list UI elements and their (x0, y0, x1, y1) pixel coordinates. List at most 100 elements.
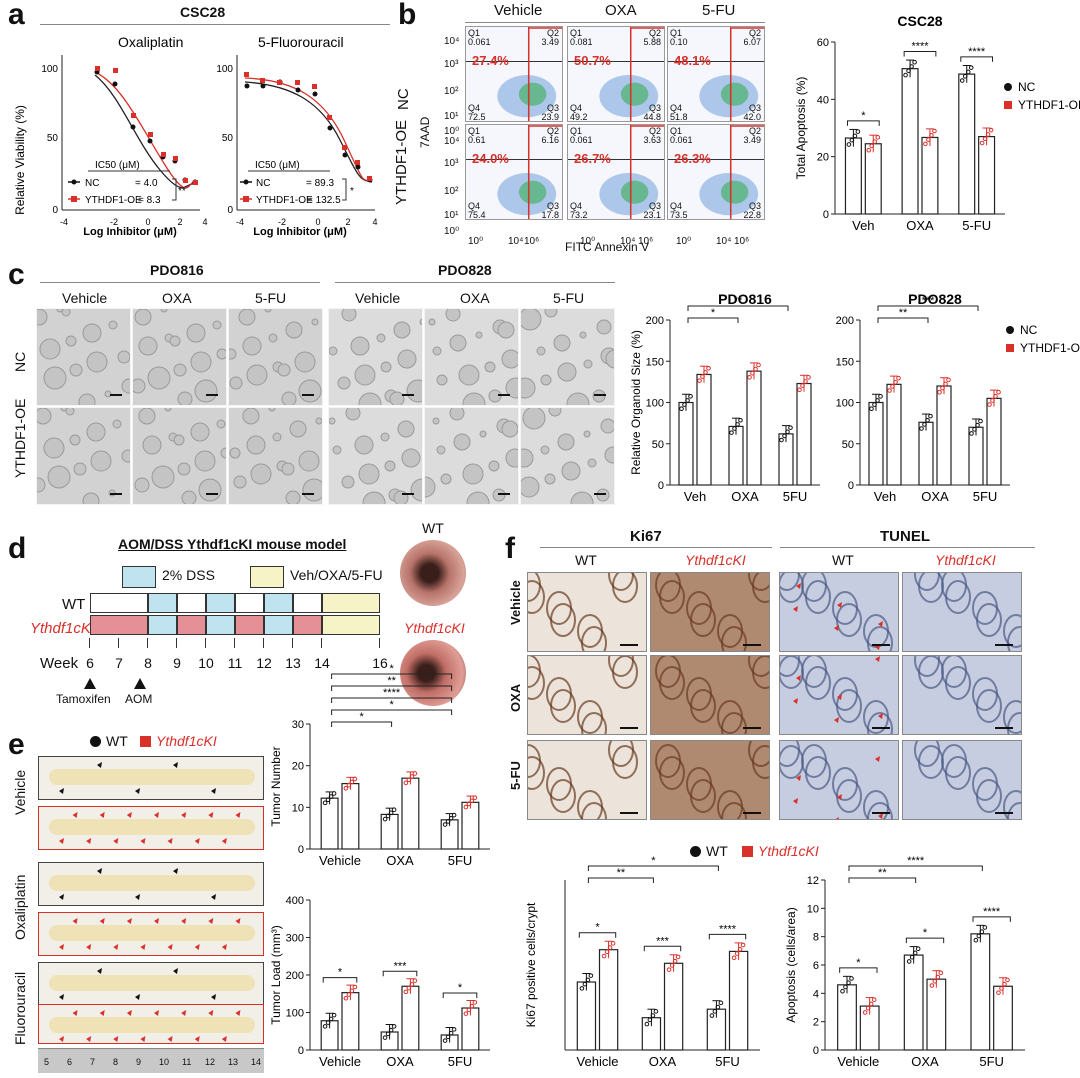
ihc-image (527, 572, 647, 652)
data-point (388, 1027, 394, 1033)
legend-veh-swatch (250, 566, 284, 588)
data-point (1005, 977, 1010, 983)
data-point (887, 388, 892, 393)
timeline-segment (148, 615, 177, 635)
q3-tag: Q3 (748, 103, 761, 113)
sig-bracket (846, 120, 880, 126)
c-col-oxa-828: OXA (460, 290, 490, 306)
c-col-vehicle-816: Vehicle (62, 290, 108, 306)
flow-col-5fu: 5-FU (702, 2, 736, 19)
bar (598, 949, 619, 1051)
data-point (352, 776, 358, 782)
data-point (940, 385, 945, 391)
svg-text:10²: 10² (444, 186, 459, 197)
ruler-mark: 11 (182, 1057, 192, 1067)
bar (461, 801, 480, 850)
colon-photo (38, 756, 264, 800)
data-point (868, 1001, 874, 1007)
data-point (906, 959, 912, 964)
sig-label: * (595, 922, 600, 934)
x-tick-label: OXA (921, 489, 949, 504)
data-point (800, 383, 805, 388)
y-tick-label: 0 (658, 480, 664, 492)
data-point (875, 398, 880, 403)
bar (921, 136, 939, 215)
organoid-micrograph (36, 308, 131, 406)
data-point (932, 978, 938, 984)
svg-text:10⁴: 10⁴ (508, 236, 523, 247)
ruler-mark: 9 (136, 1057, 142, 1067)
x-tick-label: OXA (386, 1054, 414, 1069)
organoid-micrograph (520, 407, 615, 505)
oxa-sig: ** (178, 186, 186, 197)
bar (901, 68, 919, 215)
data-point (756, 362, 761, 368)
y-tick-label: 100 (646, 398, 664, 410)
svg-text:10⁶: 10⁶ (734, 236, 749, 247)
svg-text:-4: -4 (60, 217, 68, 227)
data-point (647, 1017, 653, 1023)
q1-tag: Q1 (570, 28, 583, 38)
q2-value: 6.16 (541, 135, 559, 145)
comparison-label: * (389, 699, 394, 711)
data-point (709, 1013, 715, 1018)
data-point (382, 1035, 388, 1040)
sig-bracket (903, 50, 937, 57)
e-legend-cki-square (140, 736, 151, 747)
data-point (412, 978, 418, 983)
fu-oe-label: YTHDF1-OE (256, 195, 313, 206)
data-point (349, 988, 355, 994)
data-point (391, 807, 397, 813)
chart-legend: NC YTHDF1-OE (1004, 80, 1080, 112)
data-point (912, 59, 917, 65)
bar (320, 797, 339, 850)
data-point (753, 366, 758, 372)
data-point (972, 427, 977, 432)
data-point (346, 782, 352, 788)
endoscopy-cki-image (400, 640, 466, 706)
data-point (996, 389, 1001, 395)
x-tick-label: Vehicle (837, 1054, 879, 1069)
organoid-micrograph (228, 308, 323, 406)
svg-text:10⁴: 10⁴ (716, 236, 731, 247)
tamoxifen-arrow (84, 678, 96, 689)
flow-plot: Q1 0.061 Q2 3.49 Q4 72.5 Q3 23.9 27.4% (465, 26, 563, 122)
data-point (409, 774, 415, 779)
data-point (875, 135, 881, 140)
timeline-row-cki: Ythdf1cKI (30, 620, 96, 637)
y-tick-label: 8 (813, 932, 819, 944)
legend-veh-label: Veh/OXA/5-FU (290, 567, 383, 583)
x-tick-label: OXA (731, 489, 759, 504)
sig-label: * (923, 927, 928, 939)
timeline-segment (206, 615, 235, 635)
apoptosis-percent: 50.7% (574, 53, 611, 68)
y-tick-label: 0 (298, 1045, 304, 1057)
svg-text:10⁰: 10⁰ (676, 236, 691, 247)
svg-text:100: 100 (41, 64, 58, 75)
flow-plot: Q1 0.10 Q2 6.07 Q4 51.8 Q3 42.0 48.1% (667, 26, 765, 122)
sig-label: **** (719, 923, 737, 935)
q3-value: 23.9 (541, 112, 559, 122)
data-point (734, 951, 740, 956)
data-point (865, 1005, 871, 1011)
timeline-segment (177, 593, 206, 613)
ihc-image (650, 655, 770, 735)
flow-plot: Q1 0.061 Q2 3.49 Q4 73.5 Q3 22.8 26.3% (667, 124, 765, 220)
bar (926, 978, 947, 1051)
data-point (946, 377, 951, 383)
q1-value: 0.061 (468, 37, 491, 47)
flow-col-oxa: OXA (605, 2, 637, 19)
timeline-segment (293, 615, 322, 635)
data-point (731, 955, 737, 961)
timeline-segment (235, 615, 264, 635)
bar (401, 985, 420, 1051)
oxa-oe-label: YTHDF1-OE (85, 195, 142, 206)
q1-tag: Q1 (468, 126, 481, 136)
bar-chart-b-bar: 0 20 40 60 Total Apoptosis (%) CSC28 Veh * OXA **… (794, 13, 1005, 233)
sig-label: **** (968, 46, 986, 58)
y-tick-label: 300 (286, 933, 304, 945)
x-tick-label: OXA (911, 1054, 939, 1069)
